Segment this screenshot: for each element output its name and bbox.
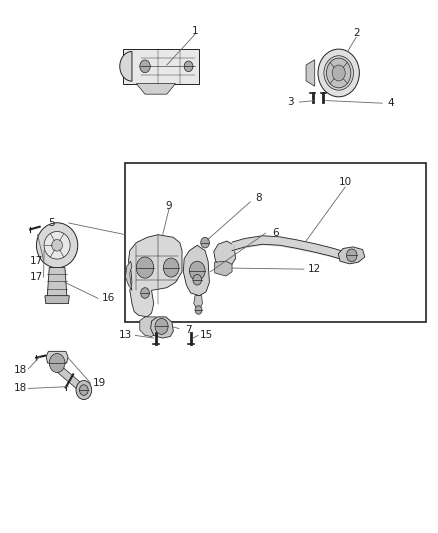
Circle shape <box>201 237 209 248</box>
Text: 19: 19 <box>93 378 106 388</box>
Text: 5: 5 <box>48 218 55 228</box>
Text: 17: 17 <box>29 272 43 282</box>
Text: 4: 4 <box>388 98 394 108</box>
Text: 1: 1 <box>192 26 198 36</box>
Circle shape <box>141 288 149 298</box>
Polygon shape <box>46 351 68 363</box>
Ellipse shape <box>52 239 63 251</box>
Ellipse shape <box>36 223 78 268</box>
Text: 6: 6 <box>272 228 279 238</box>
Text: 2: 2 <box>353 28 360 38</box>
Circle shape <box>193 274 201 285</box>
Ellipse shape <box>324 56 353 90</box>
Circle shape <box>189 261 205 280</box>
Circle shape <box>163 258 179 277</box>
Polygon shape <box>140 317 158 336</box>
Ellipse shape <box>44 231 70 259</box>
Polygon shape <box>151 317 173 338</box>
Text: 3: 3 <box>287 97 294 107</box>
Wedge shape <box>120 52 132 81</box>
Circle shape <box>346 249 357 262</box>
Polygon shape <box>306 60 315 86</box>
Circle shape <box>136 257 154 278</box>
Polygon shape <box>125 261 132 290</box>
Text: 13: 13 <box>119 330 132 341</box>
Text: 10: 10 <box>339 176 352 187</box>
Circle shape <box>332 65 345 81</box>
Text: 16: 16 <box>101 293 115 303</box>
Text: 7: 7 <box>185 325 192 335</box>
Polygon shape <box>338 247 365 264</box>
Circle shape <box>155 318 168 334</box>
Polygon shape <box>136 84 176 94</box>
Text: 9: 9 <box>166 200 172 211</box>
Circle shape <box>326 58 351 88</box>
Polygon shape <box>214 241 236 266</box>
Circle shape <box>195 306 202 314</box>
Polygon shape <box>184 245 209 296</box>
Text: 12: 12 <box>308 264 321 274</box>
Text: 18: 18 <box>14 383 28 393</box>
Circle shape <box>76 381 92 400</box>
Circle shape <box>49 353 65 373</box>
Circle shape <box>184 61 193 71</box>
Text: 8: 8 <box>255 192 261 203</box>
Ellipse shape <box>318 49 359 97</box>
Circle shape <box>140 60 150 72</box>
Polygon shape <box>45 296 69 304</box>
Bar <box>125 163 426 322</box>
Bar <box>123 49 199 84</box>
Text: 17: 17 <box>29 256 43 266</box>
Polygon shape <box>194 296 202 309</box>
Circle shape <box>79 385 88 395</box>
Text: 15: 15 <box>199 330 212 341</box>
Text: 18: 18 <box>14 365 28 375</box>
Polygon shape <box>55 364 86 393</box>
Polygon shape <box>128 235 182 317</box>
Polygon shape <box>47 268 67 300</box>
Polygon shape <box>215 261 232 276</box>
